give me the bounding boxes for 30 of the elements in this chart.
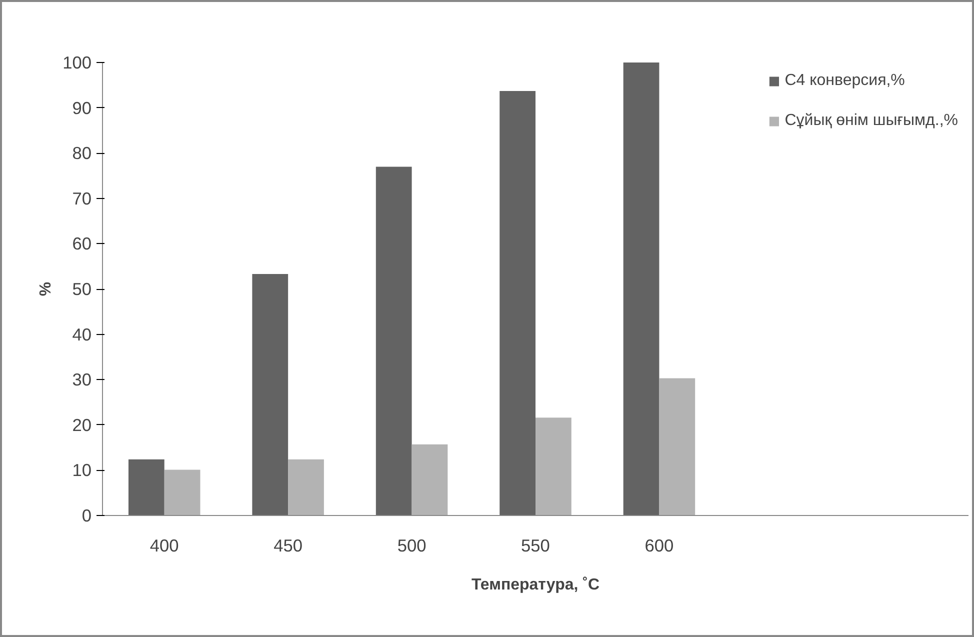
y-tick-label: 0 — [82, 506, 92, 526]
x-tick-label: 450 — [274, 536, 303, 556]
bar — [288, 459, 324, 516]
y-tick-label: 40 — [72, 324, 92, 344]
x-tick-label: 400 — [150, 536, 179, 556]
y-axis-title: % — [38, 282, 55, 296]
bar — [536, 418, 572, 516]
bar — [623, 62, 660, 516]
y-tick-label: 20 — [72, 414, 92, 435]
y-tick-label: 10 — [72, 460, 92, 480]
y-tick-label: 30 — [72, 370, 92, 390]
y-tick-label: 50 — [72, 279, 92, 299]
bar — [500, 91, 536, 516]
y-tick-label: 80 — [72, 143, 92, 164]
bar — [659, 378, 696, 516]
bar — [128, 459, 164, 516]
x-tick-label: 600 — [644, 536, 674, 556]
y-tick-label: 90 — [72, 98, 92, 118]
y-tick-label: 70 — [72, 188, 92, 208]
x-tick-label: 500 — [397, 536, 426, 556]
y-tick-label: 100 — [62, 52, 92, 72]
bar — [164, 470, 200, 516]
x-axis-title: Температура, ˚С — [471, 576, 600, 594]
bar — [412, 444, 448, 516]
bar — [376, 166, 412, 516]
legend-label: С4 конверсия,% — [784, 72, 905, 90]
y-tick-label: 60 — [72, 234, 92, 254]
legend-label: Сұйық өнім шығымд.,% — [784, 112, 958, 130]
bar — [252, 274, 288, 516]
x-tick-label: 550 — [521, 536, 550, 556]
